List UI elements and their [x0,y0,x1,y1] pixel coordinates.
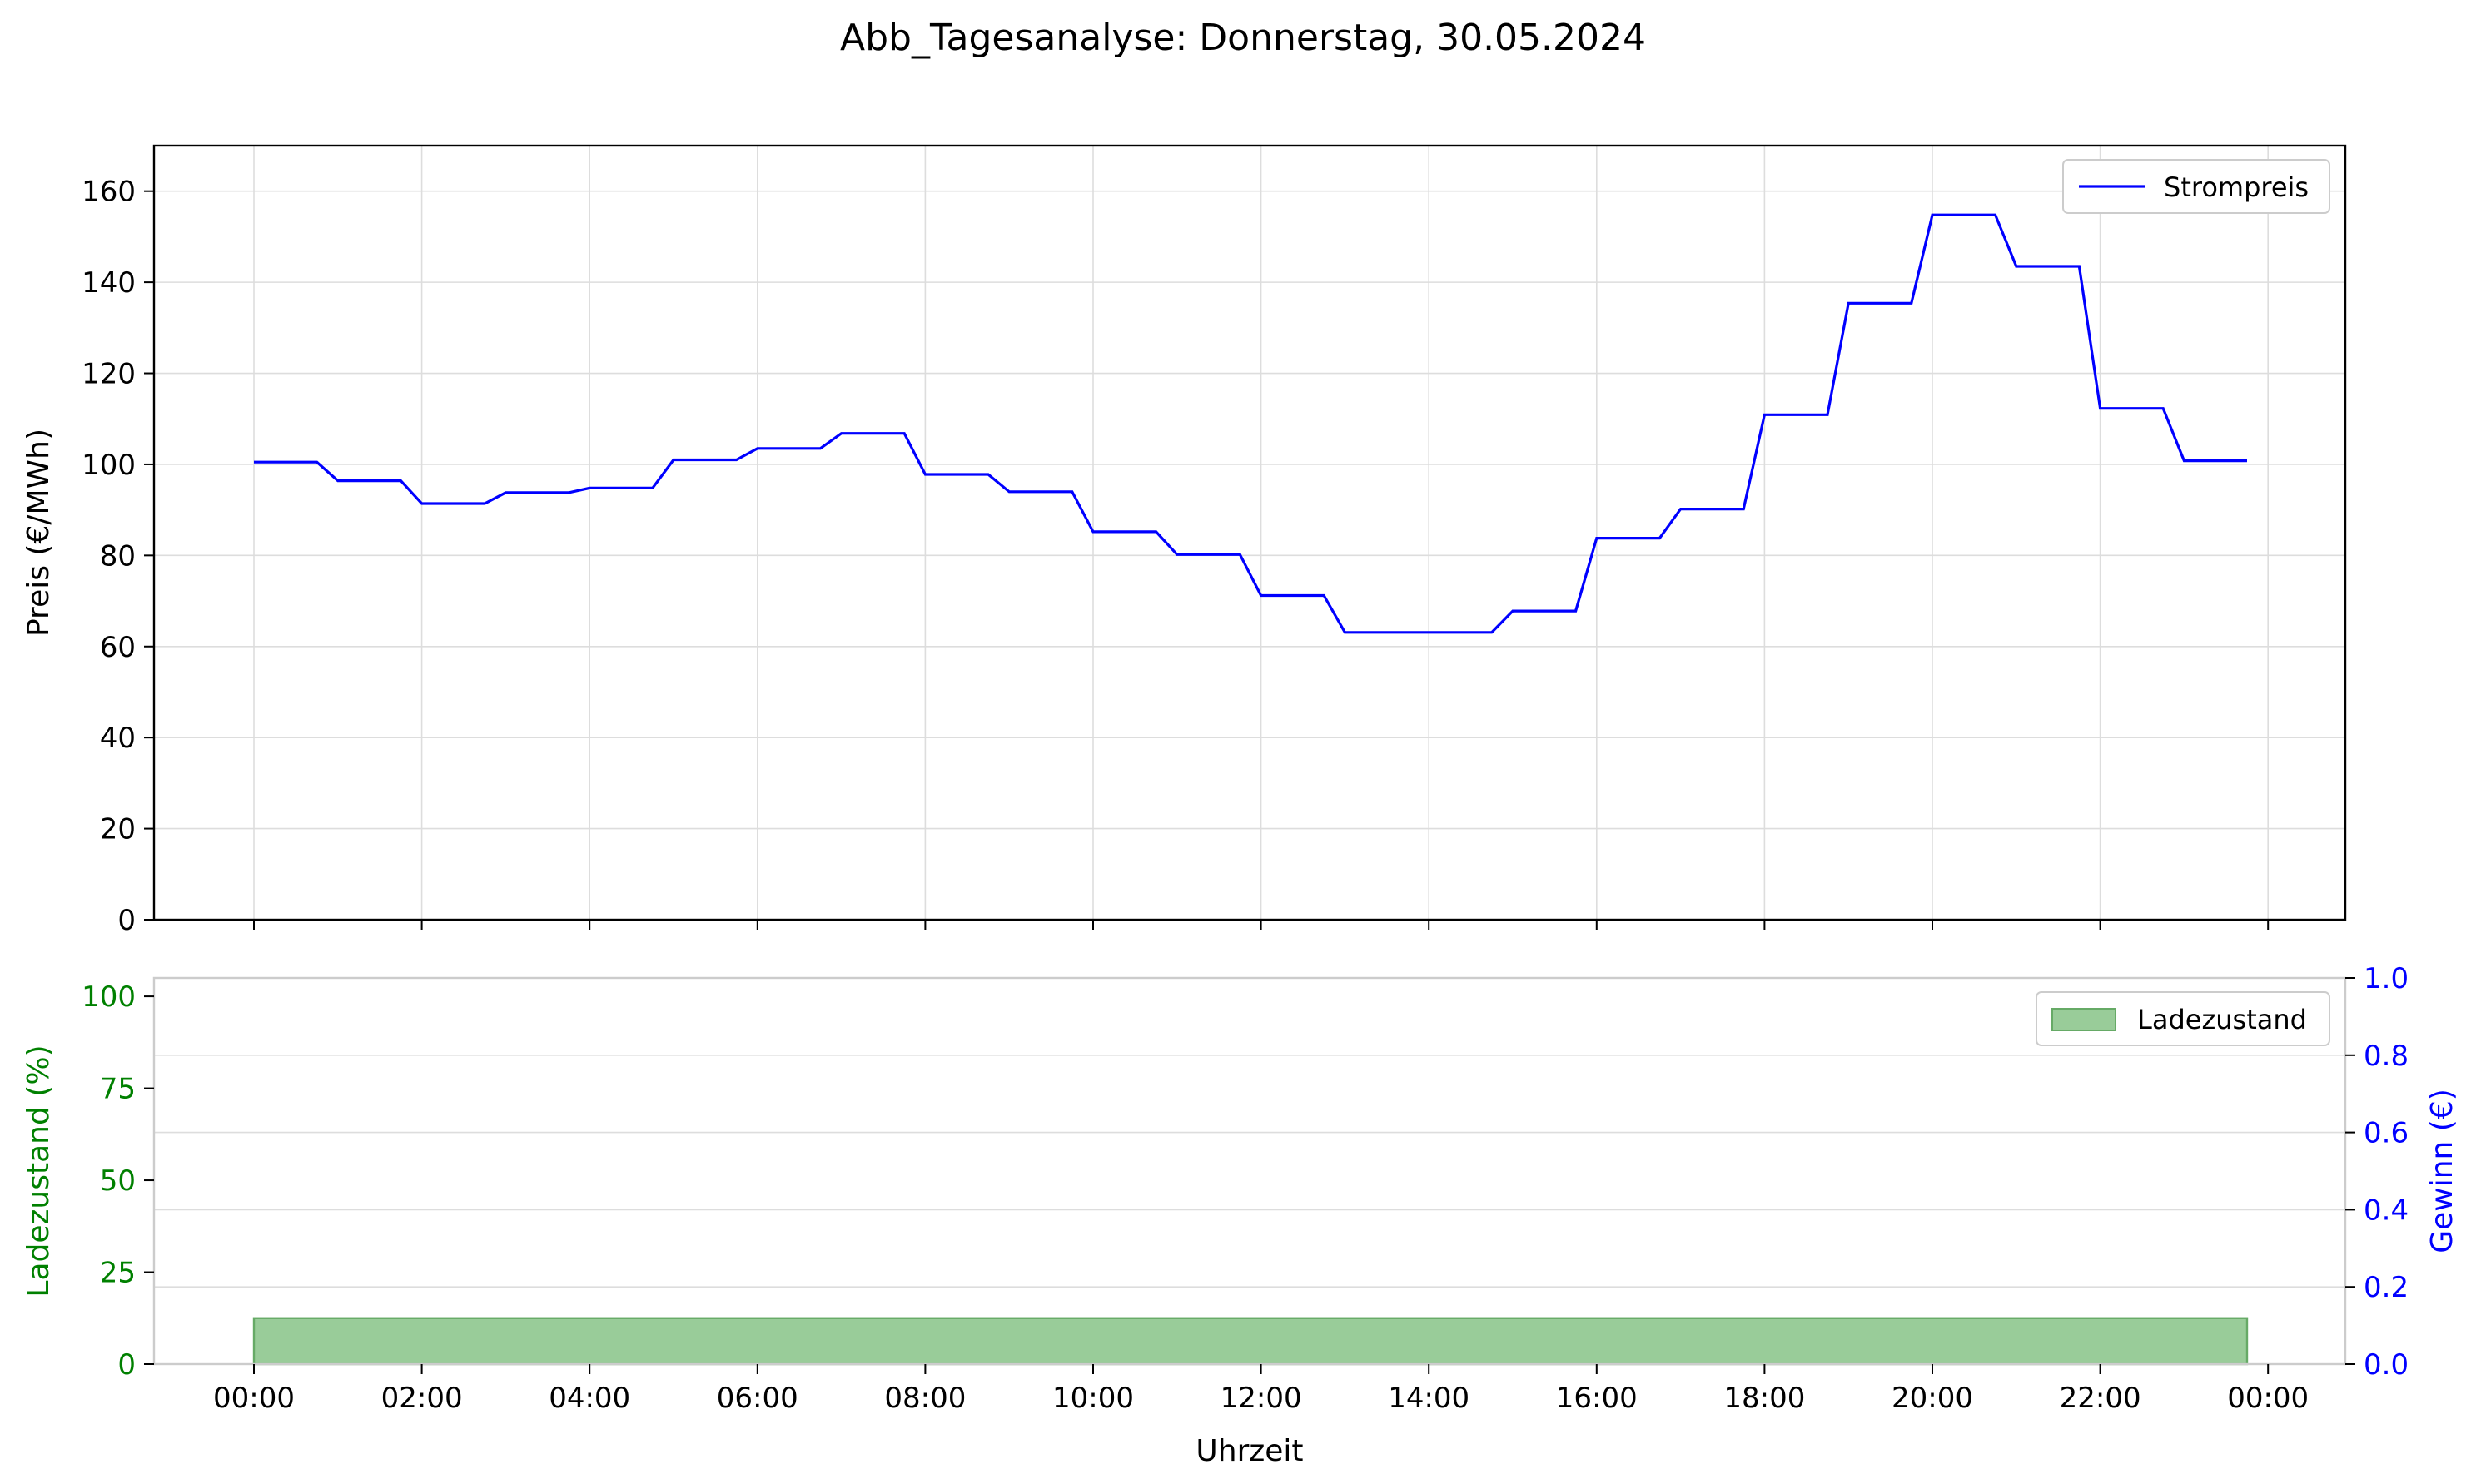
price-y-tick-label: 60 [100,631,136,664]
soc-legend-box [2036,991,2330,1046]
price-grid [154,146,2345,921]
chart-title: Abb_Tagesanalyse: Donnerstag, 30.05.2024 [840,17,1646,59]
price-y-tick-label: 120 [82,358,136,391]
price-legend-label: Strompreis [2164,171,2309,203]
price-y-tick-label: 40 [100,722,136,755]
time-x-tick-label: 20:00 [1892,1382,1973,1415]
time-x-tick-label: 12:00 [1221,1382,1302,1415]
price-y-tick-label: 20 [100,813,136,846]
soc-y-tick-label: 25 [100,1257,136,1290]
time-x-tick-label: 22:00 [2060,1382,2141,1415]
price-y-tick-label: 160 [82,176,136,209]
profit-y-tick-label: 0.0 [2364,1348,2409,1382]
price-plot-frame [152,144,2347,921]
price-line [254,213,2247,634]
soc-y-tick-label: 100 [82,980,136,1014]
soc-plot-frame [152,976,2347,1366]
time-x-tick-label: 00:00 [2227,1382,2309,1415]
time-x-axis-label: Uhrzeit [1196,1434,1303,1468]
soc-legend: Ladezustand [2036,991,2330,1046]
soc-panel: 0 25 50 75 100 0.0 0.2 0.4 0.6 0.8 1.0 00:00 02:00… [22,962,2459,1468]
soc-y-axis-label: Ladezustand (%) [22,1045,56,1297]
price-legend: Strompreis [2062,159,2330,214]
time-x-ticks: 00:00 02:00 04:00 06:00 08:00 10:00 12:00 14:00… [213,1364,2309,1415]
profit-y-tick-label: 1.0 [2364,962,2409,995]
price-y-tick-label: 100 [82,449,136,482]
price-x-ticks [253,920,2270,930]
soc-legend-label: Ladezustand [2137,1004,2307,1035]
profit-y-tick-label: 0.2 [2364,1271,2409,1304]
profit-y-tick-label: 0.8 [2364,1040,2409,1073]
soc-y-tick-label: 75 [100,1073,136,1106]
soc-legend-swatch [2051,1008,2116,1031]
time-x-tick-label: 00:00 [213,1382,295,1415]
soc-grid [154,977,2345,1365]
time-x-tick-label: 08:00 [884,1382,966,1415]
time-x-tick-label: 06:00 [717,1382,798,1415]
price-panel: 0 20 40 60 80 100 120 140 160 Preis (€/MWh) Stro… [22,144,2347,937]
price-y-tick-label: 80 [100,539,136,573]
soc-y-tick-label: 0 [117,1348,136,1382]
price-legend-box [2062,159,2330,214]
time-x-tick-label: 16:00 [1556,1382,1638,1415]
profit-y-tick-label: 0.6 [2364,1117,2409,1150]
soc-area [252,1317,2249,1366]
price-y-axis-label: Preis (€/MWh) [22,429,56,637]
soc-y-tick-label: 50 [100,1164,136,1198]
price-y-ticks: 0 20 40 60 80 100 120 140 160 [82,176,154,937]
soc-y-ticks: 0 25 50 75 100 [82,980,154,1382]
time-x-tick-label: 18:00 [1723,1382,1805,1415]
price-y-tick-label: 0 [117,904,136,937]
price-y-tick-label: 140 [82,266,136,300]
time-x-tick-label: 04:00 [549,1382,630,1415]
profit-y-tick-label: 0.4 [2364,1194,2409,1227]
profit-y-ticks: 0.0 0.2 0.4 0.6 0.8 1.0 [2345,962,2409,1382]
time-x-tick-label: 10:00 [1052,1382,1134,1415]
profit-y-axis-label: Gewinn (€) [2425,1089,2459,1253]
time-x-tick-label: 14:00 [1388,1382,1469,1415]
time-x-tick-label: 02:00 [381,1382,463,1415]
